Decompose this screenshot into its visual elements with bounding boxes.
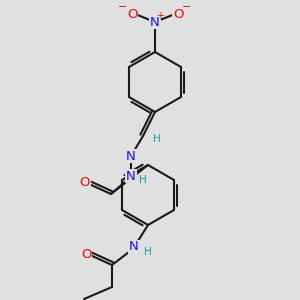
Text: N: N [129, 241, 139, 254]
Text: −: − [182, 2, 192, 12]
Text: H: H [144, 247, 152, 257]
Text: N: N [126, 169, 136, 182]
Text: N: N [150, 16, 160, 28]
Text: −: − [118, 2, 128, 12]
Text: +: + [156, 11, 164, 21]
Text: O: O [173, 8, 183, 20]
Text: H: H [139, 175, 147, 185]
Text: O: O [81, 248, 91, 260]
Text: H: H [153, 134, 161, 144]
Text: O: O [127, 8, 137, 20]
Text: N: N [126, 149, 136, 163]
Text: O: O [80, 176, 90, 190]
